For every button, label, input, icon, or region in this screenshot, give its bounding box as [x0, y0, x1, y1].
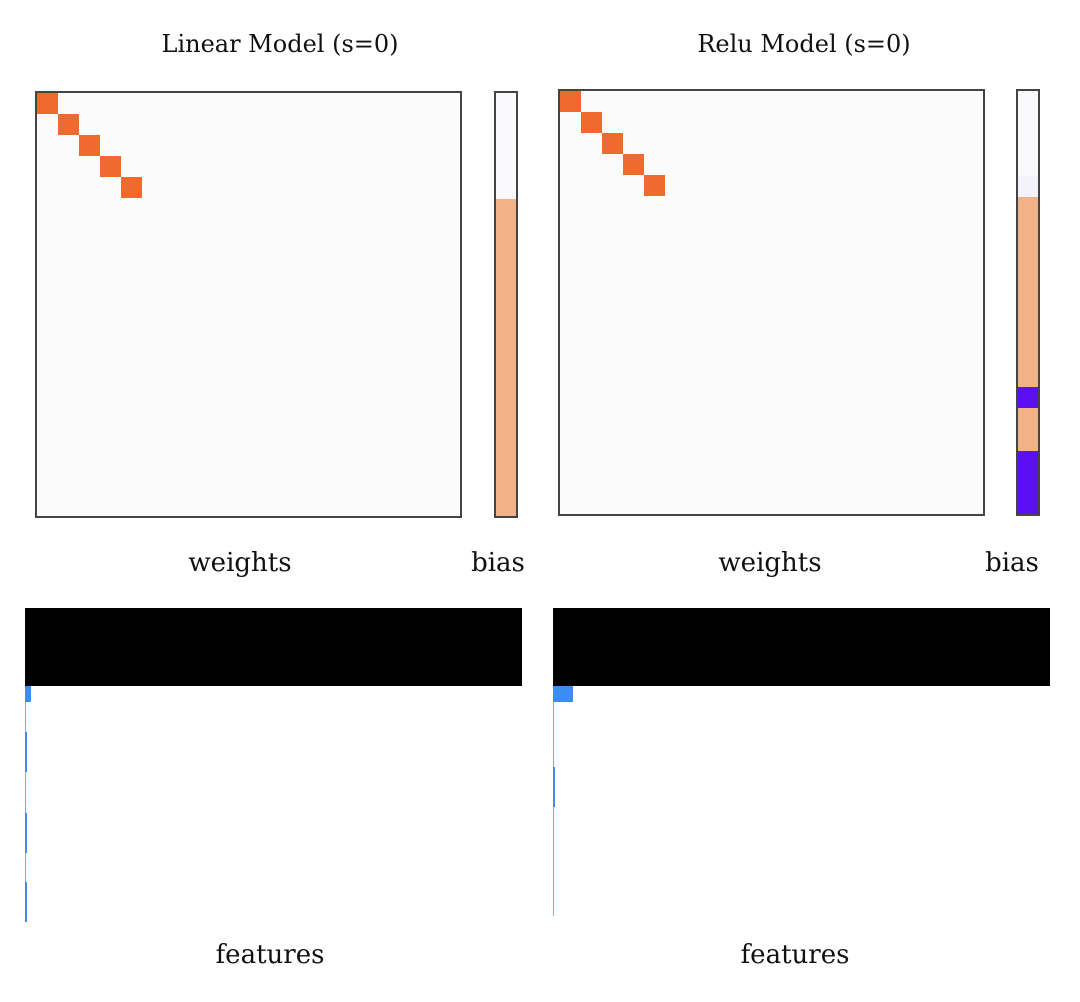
- weight-cell: [560, 91, 581, 112]
- feature-bar: [553, 686, 573, 702]
- bias-label: bias: [985, 548, 1039, 578]
- weight-cell: [37, 93, 58, 114]
- weight-cell: [644, 175, 665, 196]
- bias-segment: [496, 198, 516, 516]
- feature-bar: [25, 732, 28, 772]
- bias-segment: [496, 93, 516, 199]
- features-header-block: [553, 608, 1050, 686]
- weight-cell: [602, 133, 623, 154]
- panel-title: Linear Model (s=0): [161, 30, 399, 58]
- feature-bar: [25, 881, 27, 922]
- weights-matrix: [35, 91, 462, 518]
- feature-axis-line: [25, 686, 26, 916]
- bias-segment: [1018, 175, 1038, 197]
- weight-cell: [79, 135, 100, 156]
- weights-label: weights: [188, 548, 292, 578]
- feature-bar: [25, 686, 31, 702]
- bias-bar: [494, 91, 518, 518]
- weight-cell: [121, 177, 142, 198]
- features-label: features: [215, 940, 325, 970]
- bias-bar: [1016, 89, 1040, 516]
- weights-label: weights: [718, 548, 822, 578]
- features-plot: [25, 608, 522, 922]
- feature-bar: [553, 766, 556, 807]
- feature-bar: [25, 812, 27, 853]
- weight-cell: [581, 112, 602, 133]
- bias-segment: [1018, 450, 1038, 514]
- features-label: features: [740, 940, 850, 970]
- bias-segment: [1018, 91, 1038, 176]
- features-plot: [553, 608, 1050, 918]
- panel-title: Relu Model (s=0): [697, 30, 911, 58]
- bias-label: bias: [471, 548, 525, 578]
- features-header-block: [25, 608, 522, 686]
- weight-cell: [58, 114, 79, 135]
- bias-segment: [1018, 387, 1038, 409]
- weight-cell: [100, 156, 121, 177]
- feature-axis-line: [553, 686, 554, 916]
- weight-cell: [623, 154, 644, 175]
- weights-matrix: [558, 89, 985, 516]
- bias-segment: [1018, 196, 1038, 388]
- bias-segment: [1018, 408, 1038, 451]
